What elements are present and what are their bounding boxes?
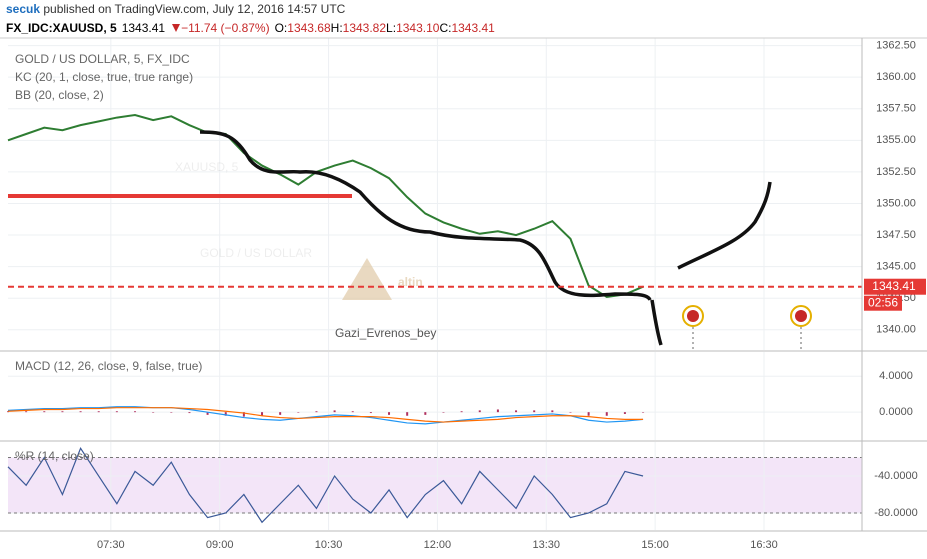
histogram-bar xyxy=(7,411,9,413)
histogram-bar xyxy=(242,412,245,417)
x-tick-label: 13:30 xyxy=(533,539,561,551)
histogram-bar xyxy=(351,411,354,413)
h-label: H: xyxy=(331,21,343,35)
histogram-bar xyxy=(496,409,499,413)
histogram-bar xyxy=(569,412,572,413)
y-tick-label: 4.0000 xyxy=(879,370,913,382)
event-icon[interactable] xyxy=(682,305,704,350)
histogram-bar xyxy=(170,412,173,413)
histogram-bar xyxy=(315,411,318,413)
last: 1343.41 xyxy=(122,21,166,35)
histogram-bar xyxy=(605,412,608,416)
histogram-bar xyxy=(623,412,626,414)
y-tick-label: 0.0000 xyxy=(879,406,913,418)
pane-title: %R (14, close) xyxy=(15,449,94,463)
countdown: 02:56 xyxy=(868,295,898,309)
x-tick-label: 07:30 xyxy=(97,539,125,551)
watermark: GOLD / US DOLLAR xyxy=(200,246,312,260)
histogram-bar xyxy=(515,410,518,413)
price-tag xyxy=(864,278,926,295)
header-line: secuk published on TradingView.com, July… xyxy=(6,2,346,16)
l: 1343.10 xyxy=(396,21,440,35)
indicator-label: BB (20, close, 2) xyxy=(15,88,104,102)
y-tick-label: 1340.00 xyxy=(876,324,916,336)
histogram-bar xyxy=(460,411,463,413)
histogram-bar xyxy=(152,412,155,413)
histogram-bar xyxy=(297,412,300,413)
histogram-bar xyxy=(279,412,282,415)
change: −11.74 (−0.87%) xyxy=(181,21,270,35)
event-icon[interactable] xyxy=(790,305,812,350)
histogram-bar xyxy=(43,411,46,413)
y-tick-label: 1352.50 xyxy=(876,166,916,178)
o-label: O: xyxy=(275,21,288,35)
histogram-bar xyxy=(224,412,227,416)
c-label: C: xyxy=(439,21,451,35)
drawing xyxy=(199,130,652,301)
y-tick-label: 1357.50 xyxy=(876,103,916,115)
series-line xyxy=(7,114,644,298)
x-tick-label: 10:30 xyxy=(315,539,343,551)
y-tick-label: 1345.00 xyxy=(876,261,916,273)
series-line xyxy=(7,446,644,524)
c: 1343.41 xyxy=(451,21,495,35)
histogram-bar xyxy=(79,411,82,413)
o: 1343.68 xyxy=(287,21,331,35)
histogram-bar xyxy=(61,411,64,413)
symbol: FX_IDC:XAUUSD, 5 xyxy=(6,21,117,35)
histogram-bar xyxy=(206,412,209,415)
histogram-bar xyxy=(25,411,28,413)
x-tick-label: 15:00 xyxy=(641,539,669,551)
histogram-bar xyxy=(115,411,118,413)
annotation: Gazi_Evrenos_bey xyxy=(335,326,436,340)
band xyxy=(8,457,862,513)
pane-title: GOLD / US DOLLAR, 5, FX_IDC xyxy=(15,52,190,66)
histogram-bar xyxy=(551,410,554,413)
histogram-bar xyxy=(424,412,427,415)
histogram-bar xyxy=(134,411,137,413)
user[interactable]: secuk xyxy=(6,2,40,16)
watermark: XAUUSD, 5 xyxy=(175,160,239,174)
indicator-label: KC (20, 1, close, true, true range) xyxy=(15,70,193,84)
histogram-bar xyxy=(388,412,391,415)
histogram-bar xyxy=(188,412,191,414)
y-tick-label: 1347.50 xyxy=(876,229,916,241)
l-label: L: xyxy=(386,21,396,35)
drawing xyxy=(650,299,663,346)
countdown-tag xyxy=(864,295,902,311)
pane-title: MACD (12, 26, close, 9, false, true) xyxy=(15,359,202,373)
series-line xyxy=(7,406,644,425)
y-tick-label: 1355.00 xyxy=(876,134,916,146)
y-tick-label: -40.0000 xyxy=(874,470,917,482)
price-tag-label: 1343.41 xyxy=(872,279,916,293)
histogram-bar xyxy=(533,410,536,413)
x-tick-label: 12:00 xyxy=(424,539,452,551)
y-tick-label: 1350.00 xyxy=(876,197,916,209)
drawing xyxy=(677,181,772,270)
y-tick-label: 1362.50 xyxy=(876,39,916,51)
x-tick-label: 09:00 xyxy=(206,539,234,551)
y-tick-label: -80.0000 xyxy=(874,507,917,519)
series-line xyxy=(7,407,644,423)
x-tick-label: 16:30 xyxy=(750,539,778,551)
histogram-bar xyxy=(478,410,481,413)
h: 1343.82 xyxy=(343,21,387,35)
histogram-bar xyxy=(97,411,100,413)
histogram-bar xyxy=(261,412,264,416)
published: published on TradingView.com, July 12, 2… xyxy=(40,2,346,16)
logo: altin xyxy=(398,275,423,289)
histogram-bar xyxy=(442,412,445,413)
histogram-bar xyxy=(587,412,590,416)
histogram-bar xyxy=(406,412,409,416)
symbol-line: FX_IDC:XAUUSD, 5 1343.41 −11.74 (−0.87%) O:… xyxy=(6,21,495,35)
marks xyxy=(7,114,645,524)
logo-icon xyxy=(342,258,392,300)
under-layer xyxy=(8,38,862,530)
histogram-bar xyxy=(333,410,336,413)
histogram-bar xyxy=(642,412,645,413)
histogram-bar xyxy=(369,412,372,414)
down-arrow xyxy=(172,24,180,32)
y-tick-label: 1360.00 xyxy=(876,71,916,83)
